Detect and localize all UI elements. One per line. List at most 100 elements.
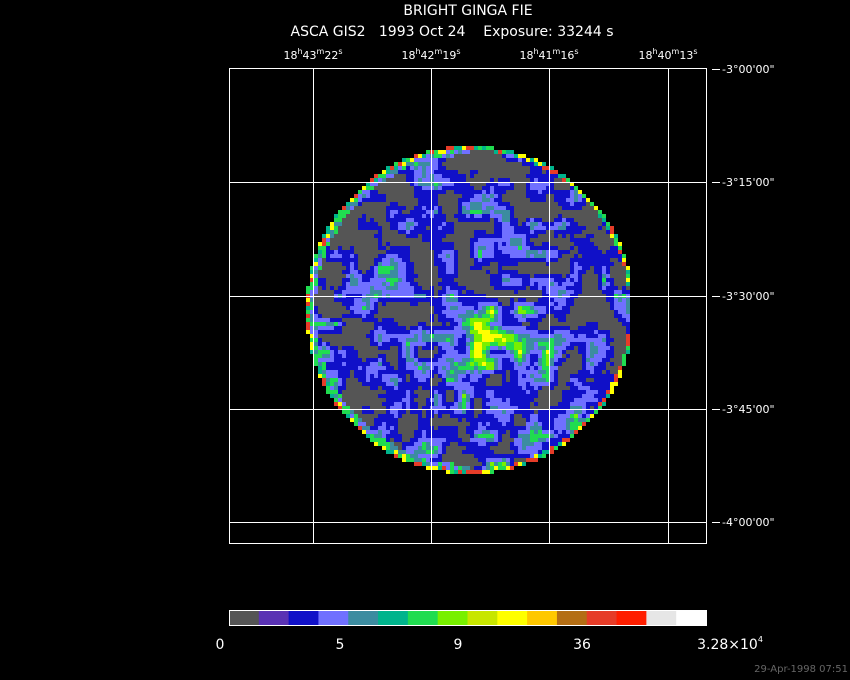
pixel [378, 250, 382, 254]
pixel [338, 246, 342, 250]
pixel [606, 302, 610, 306]
pixel [514, 358, 518, 362]
pixel [446, 278, 450, 282]
pixel [326, 266, 330, 270]
pixel [494, 334, 498, 338]
pixel [426, 398, 430, 402]
pixel [482, 346, 486, 350]
pixel [610, 346, 614, 350]
pixel [518, 374, 522, 378]
pixel [446, 342, 450, 346]
pixel [378, 314, 382, 318]
pixel [338, 298, 342, 302]
pixel [454, 150, 458, 154]
pixel [434, 410, 438, 414]
pixel [470, 398, 474, 402]
pixel [466, 350, 470, 354]
pixel [510, 166, 514, 170]
pixel [514, 322, 518, 326]
pixel [602, 366, 606, 370]
pixel [558, 318, 562, 322]
pixel [498, 382, 502, 386]
pixel [582, 278, 586, 282]
pixel [426, 186, 430, 190]
pixel [454, 262, 458, 266]
pixel [402, 258, 406, 262]
pixel [386, 250, 390, 254]
pixel [314, 350, 318, 354]
pixel [378, 322, 382, 326]
pixel [406, 354, 410, 358]
pixel [502, 322, 506, 326]
pixel [362, 346, 366, 350]
pixel [550, 246, 554, 250]
pixel [306, 290, 310, 294]
pixel [490, 174, 494, 178]
pixel [494, 274, 498, 278]
pixel [538, 182, 542, 186]
pixel [474, 330, 478, 334]
pixel [494, 230, 498, 234]
pixel [366, 282, 370, 286]
pixel [414, 410, 418, 414]
pixel [506, 358, 510, 362]
pixel [454, 222, 458, 226]
pixel [602, 226, 606, 230]
pixel [594, 378, 598, 382]
pixel [434, 354, 438, 358]
pixel [566, 270, 570, 274]
pixel [466, 254, 470, 258]
pixel [470, 406, 474, 410]
pixel [326, 254, 330, 258]
pixel [582, 310, 586, 314]
pixel [602, 222, 606, 226]
pixel [478, 166, 482, 170]
pixel [434, 282, 438, 286]
pixel [602, 326, 606, 330]
pixel [530, 246, 534, 250]
pixel [554, 330, 558, 334]
pixel [570, 262, 574, 266]
pixel [442, 366, 446, 370]
pixel [434, 230, 438, 234]
pixel [358, 202, 362, 206]
pixel [586, 270, 590, 274]
pixel [366, 374, 370, 378]
pixel [586, 202, 590, 206]
pixel [510, 242, 514, 246]
pixel [390, 230, 394, 234]
pixel [554, 346, 558, 350]
pixel [574, 374, 578, 378]
pixel [502, 426, 506, 430]
pixel [342, 314, 346, 318]
pixel [418, 210, 422, 214]
pixel [354, 318, 358, 322]
pixel [402, 166, 406, 170]
pixel [382, 302, 386, 306]
pixel [394, 290, 398, 294]
pixel [606, 366, 610, 370]
pixel [566, 282, 570, 286]
pixel [390, 202, 394, 206]
pixel [422, 394, 426, 398]
pixel [614, 322, 618, 326]
pixel [458, 210, 462, 214]
pixel [498, 318, 502, 322]
pixel [390, 334, 394, 338]
pixel [574, 218, 578, 222]
pixel [374, 358, 378, 362]
pixel [598, 350, 602, 354]
pixel [378, 282, 382, 286]
pixel [426, 366, 430, 370]
pixel [566, 274, 570, 278]
pixel [466, 266, 470, 270]
pixel [498, 174, 502, 178]
pixel [466, 186, 470, 190]
pixel [450, 298, 454, 302]
pixel [466, 362, 470, 366]
pixel [526, 378, 530, 382]
pixel [598, 274, 602, 278]
pixel [554, 434, 558, 438]
pixel [538, 310, 542, 314]
pixel [474, 394, 478, 398]
